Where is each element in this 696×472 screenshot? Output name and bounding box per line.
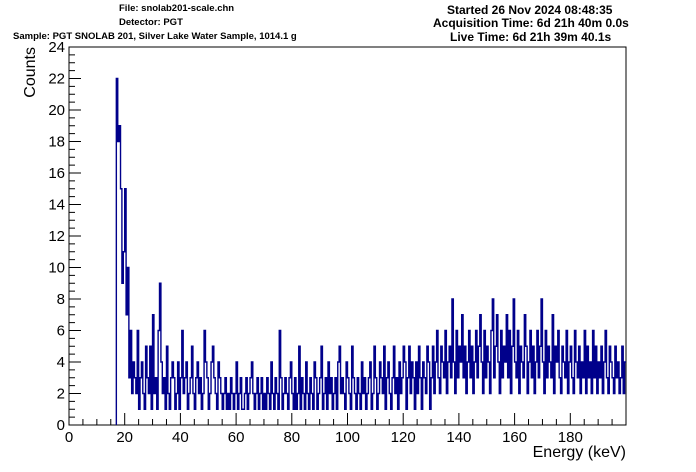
y-tick-label: 12: [48, 228, 65, 245]
y-tick-label: 20: [48, 102, 65, 119]
y-tick-label: 16: [48, 165, 65, 182]
x-tick-label: 100: [335, 429, 360, 446]
x-tick-label: 0: [65, 429, 73, 446]
live-time-label: Live Time: 6d 21h 39m 40.1s: [450, 30, 612, 44]
y-tick-label: 24: [48, 39, 65, 56]
y-tick-label: 22: [48, 71, 65, 88]
y-tick-label: 2: [57, 386, 65, 403]
x-tick-label: 60: [228, 429, 245, 446]
x-tick-label: 140: [446, 429, 471, 446]
y-tick-label: 18: [48, 134, 65, 151]
y-tick-label: 6: [57, 323, 65, 340]
sample-label: Sample: PGT SNOLAB 201, Silver Lake Wate…: [13, 31, 297, 42]
x-axis-title: Energy (keV): [533, 444, 626, 461]
y-tick-label: 0: [57, 417, 65, 434]
y-tick-label: 14: [48, 197, 65, 214]
y-tick-label: 10: [48, 260, 65, 277]
y-axis-title: Counts: [22, 47, 39, 98]
file-label: File: snolab201-scale.chn: [119, 3, 235, 14]
x-tick-label: 40: [172, 429, 189, 446]
x-tick-label: 20: [116, 429, 133, 446]
x-tick-label: 120: [391, 429, 416, 446]
x-tick-label: 180: [558, 429, 583, 446]
spectrum-line: [115, 77, 626, 425]
y-tick-label: 4: [57, 354, 65, 371]
spectrum-series: [115, 77, 626, 425]
x-tick-label: 160: [502, 429, 527, 446]
y-tick-label: 8: [57, 291, 65, 308]
started-label: Started 26 Nov 2024 08:48:35: [447, 3, 613, 17]
detector-label: Detector: PGT: [119, 17, 183, 28]
acquisition-time-label: Acquisition Time: 6d 21h 40m 0.0s: [433, 16, 629, 30]
x-tick-label: 80: [283, 429, 300, 446]
